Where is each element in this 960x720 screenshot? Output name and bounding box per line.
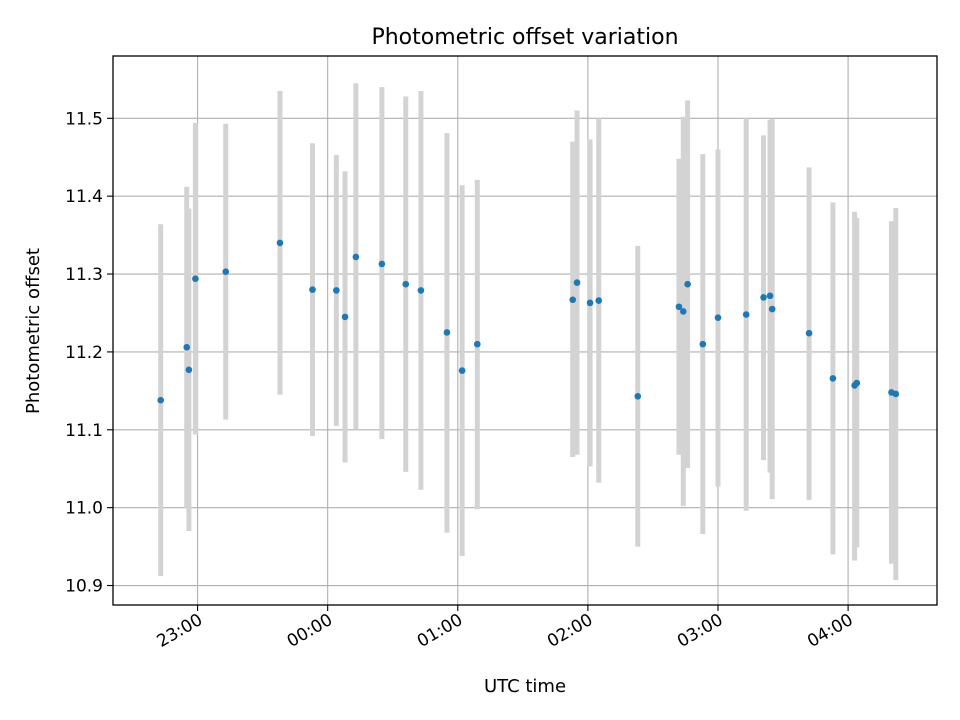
plot-frame (112, 55, 938, 606)
data-point (760, 294, 767, 301)
x-axis-label: UTC time (484, 676, 566, 697)
data-point (699, 340, 707, 348)
data-point (768, 305, 776, 313)
data-point (573, 279, 581, 286)
data-point (766, 292, 774, 300)
data-point (352, 253, 360, 261)
data-point (222, 268, 230, 276)
data-point (679, 308, 687, 315)
y-tick-label: 10.9 (65, 577, 103, 597)
data-point (417, 287, 425, 294)
data-point (675, 303, 683, 311)
y-tick-label: 11.2 (65, 343, 103, 363)
y-tick-label: 11.1 (65, 421, 103, 441)
data-point (185, 366, 193, 374)
chart-title: Photometric offset variation (371, 25, 678, 50)
data-points (157, 239, 900, 404)
data-point (192, 275, 199, 283)
data-point (569, 296, 577, 304)
data-point (892, 390, 900, 398)
data-point (183, 343, 191, 351)
data-point (402, 280, 410, 288)
data-point (473, 340, 481, 348)
data-point (157, 396, 165, 404)
data-point (595, 297, 603, 304)
y-axis-ticks: 10.9 11.0 11.1 11.2 11.3 11.4 11.5 (65, 109, 113, 597)
data-point (714, 314, 722, 321)
data-point (276, 239, 284, 247)
y-tick-label: 11.4 (65, 187, 103, 207)
data-point (829, 375, 837, 382)
y-tick-label: 11.0 (65, 499, 103, 519)
data-point (742, 311, 750, 318)
data-point (458, 367, 466, 374)
data-point (634, 393, 642, 400)
data-point (341, 313, 349, 321)
y-tick-label: 11.3 (65, 265, 103, 285)
y-axis-label: Photometric offset (23, 248, 44, 414)
data-point (333, 287, 340, 294)
data-point (586, 299, 594, 307)
data-point (853, 379, 861, 387)
data-point (684, 280, 691, 288)
data-point (309, 286, 316, 293)
data-point (805, 329, 813, 337)
y-tick-label: 11.5 (65, 109, 103, 129)
data-point (378, 260, 386, 268)
data-point (443, 329, 451, 336)
